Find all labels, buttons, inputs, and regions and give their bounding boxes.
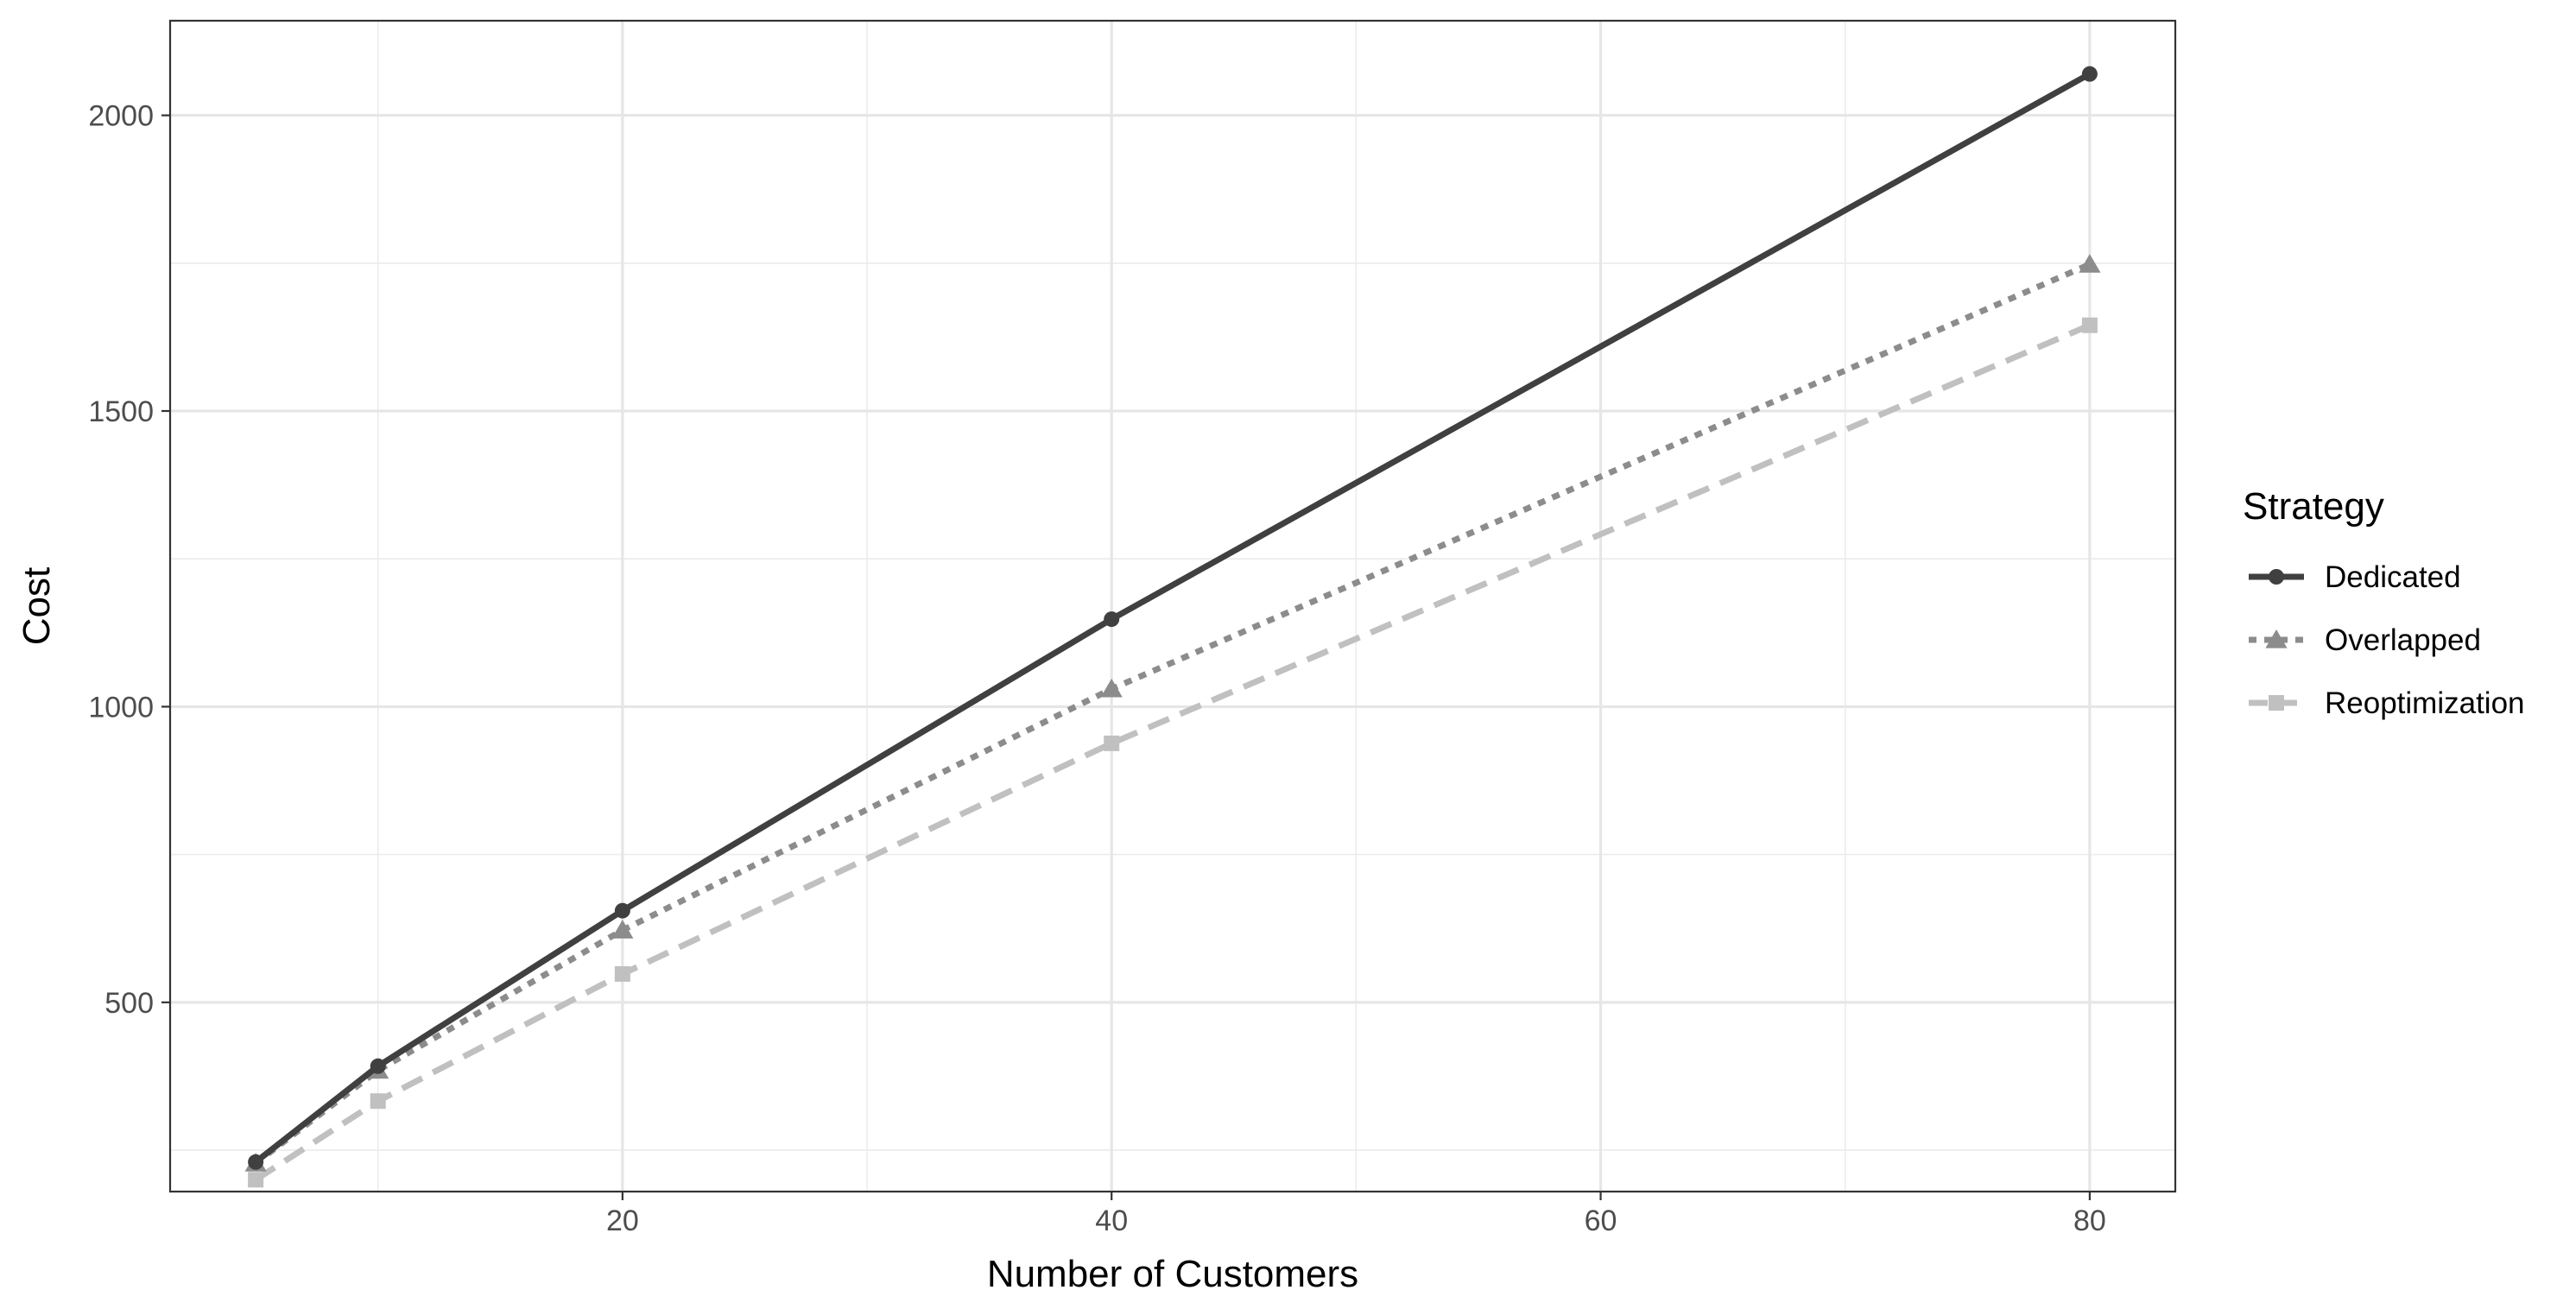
y-axis-title: Cost — [16, 567, 58, 645]
x-tick-label: 60 — [1585, 1205, 1617, 1237]
legend-item-reoptimization: Reoptimization — [2249, 686, 2525, 720]
data-point-overlapped — [2079, 254, 2101, 273]
series-reoptimization — [248, 317, 2098, 1188]
data-point-reoptimization — [1104, 735, 1120, 751]
legend-label-reoptimization: Reoptimization — [2325, 686, 2525, 720]
data-point-reoptimization — [614, 965, 630, 982]
y-tick-label: 500 — [104, 987, 154, 1020]
y-tick-label: 1000 — [88, 691, 154, 724]
series-line-reoptimization — [254, 322, 2092, 1183]
legend-key-marker-dedicated — [2269, 569, 2284, 585]
legend-label-dedicated: Dedicated — [2325, 560, 2461, 594]
legend-item-dedicated: Dedicated — [2249, 560, 2461, 594]
data-point-overlapped — [1100, 678, 1123, 698]
x-tick-label: 20 — [606, 1205, 639, 1237]
minor-gridlines — [170, 21, 2175, 1192]
legend-items: Dedicated Overlapped Reoptimization — [2249, 560, 2525, 720]
data-point-overlapped — [611, 920, 634, 939]
y-tick-label: 1500 — [88, 395, 154, 428]
data-point-reoptimization — [2081, 317, 2098, 333]
major-gridlines — [170, 21, 2175, 1192]
legend-label-overlapped: Overlapped — [2325, 623, 2481, 657]
series-line-dedicated — [253, 71, 2092, 1165]
series-layer — [244, 66, 2101, 1188]
data-point-reoptimization — [370, 1093, 386, 1110]
plot-panel-border — [168, 19, 2177, 1193]
legend: Strategy Dedicated Overlapped Reoptimizati… — [2243, 485, 2525, 720]
data-point-reoptimization — [248, 1172, 264, 1188]
legend-title: Strategy — [2243, 485, 2384, 528]
x-axis-title: Number of Customers — [987, 1253, 1358, 1295]
data-point-dedicated — [1104, 611, 1120, 628]
series-dedicated — [248, 66, 2098, 1170]
legend-item-overlapped: Overlapped — [2249, 623, 2481, 657]
legend-key-marker-reoptimization — [2269, 695, 2284, 711]
y-tick-label: 2000 — [88, 100, 154, 133]
x-tick-label: 40 — [1095, 1205, 1128, 1237]
x-tick-label: 80 — [2073, 1205, 2106, 1237]
data-point-dedicated — [370, 1058, 386, 1074]
series-overlapped — [244, 254, 2101, 1172]
axis-tick-labels: 20 40 60 80 500 1000 1500 2000 — [88, 100, 2105, 1237]
data-point-dedicated — [614, 902, 630, 919]
data-point-dedicated — [248, 1154, 264, 1170]
series-line-overlapped — [253, 261, 2092, 1166]
axis-ticks — [161, 114, 2091, 1200]
legend-key-marker-overlapped — [2265, 629, 2288, 648]
data-point-dedicated — [2081, 66, 2098, 82]
